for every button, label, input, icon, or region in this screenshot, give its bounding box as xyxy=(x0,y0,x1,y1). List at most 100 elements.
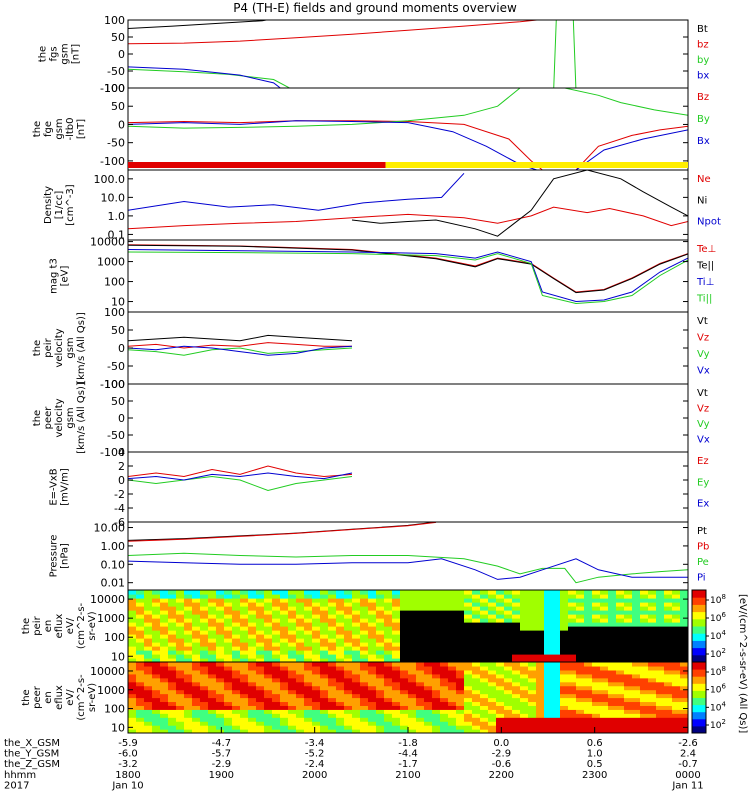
spectrogram-cell xyxy=(512,626,521,631)
spectrogram-cell xyxy=(416,689,425,695)
spectrogram-cell xyxy=(632,606,641,611)
spectrogram-cell xyxy=(456,725,465,730)
spectrogram-cell xyxy=(488,614,497,619)
spectrogram-cell xyxy=(280,650,289,655)
spectrogram-cell xyxy=(224,729,233,733)
spectrogram-cell xyxy=(360,658,369,662)
spectrogram-cell xyxy=(432,650,441,655)
spectrogram-cell xyxy=(392,606,401,611)
spectrogram-cell xyxy=(680,658,688,662)
spectrogram-cell xyxy=(272,606,281,611)
spectrogram-cell xyxy=(168,665,177,671)
spectrogram-cell xyxy=(520,606,529,611)
spectrogram-cell xyxy=(264,598,273,603)
spectrogram-cell xyxy=(456,662,465,667)
spectrogram-cell xyxy=(592,646,601,651)
spectrogram-cell xyxy=(624,673,633,679)
spectrogram-cell xyxy=(648,646,657,651)
spectrogram-cell xyxy=(408,590,417,595)
spectrogram-cell xyxy=(360,665,369,671)
spectrogram-cell xyxy=(680,701,688,706)
spectrogram-cell xyxy=(680,610,688,615)
spectrogram-cell xyxy=(216,610,225,615)
spectrogram-cell xyxy=(480,662,489,667)
spectrogram-cell xyxy=(264,642,273,647)
spectrogram-cell xyxy=(576,689,585,695)
spectrogram-cell xyxy=(296,729,305,733)
spectrogram-cell xyxy=(368,701,377,706)
y-tick-label: 0 xyxy=(118,342,125,355)
spectrogram-cell xyxy=(584,630,593,635)
spectrogram-cell xyxy=(392,665,401,671)
spectrogram-cell xyxy=(384,626,393,631)
spectrogram-cell xyxy=(176,638,185,643)
spectrogram-cell xyxy=(272,709,281,714)
spectrogram-cell xyxy=(272,654,281,659)
spectrogram-cell xyxy=(168,669,177,675)
spectrogram-cell xyxy=(344,618,353,623)
spectrogram-cell xyxy=(208,646,217,651)
legend-entry: Ey xyxy=(697,477,709,488)
spectrogram-cell xyxy=(648,713,657,718)
spectrogram-cell xyxy=(160,689,169,695)
spectrogram-cell xyxy=(408,689,417,695)
spectrogram-cell xyxy=(512,642,521,647)
spectrogram-cell xyxy=(592,713,601,718)
spectrogram-cell xyxy=(208,681,217,687)
spectrogram-cell xyxy=(144,622,153,627)
y-tick-label: 10000 xyxy=(90,665,125,678)
spectrogram-cell xyxy=(200,697,209,703)
spectrogram-cell xyxy=(560,709,569,714)
spectrogram-cell xyxy=(680,606,688,611)
y-axis-label: the xyxy=(32,410,43,426)
spectrogram-cell xyxy=(544,717,553,722)
spectrogram-cell xyxy=(392,594,401,599)
spectrogram-cell xyxy=(552,658,561,662)
spectrogram-cell xyxy=(520,602,529,607)
colorbar-segment xyxy=(692,647,706,652)
spectrogram-cell xyxy=(552,685,561,691)
spectrogram-cell xyxy=(472,618,481,623)
spectrogram-cell xyxy=(352,697,361,703)
spectrogram-cell xyxy=(584,729,593,733)
spectrogram-cell xyxy=(208,610,217,615)
spectrogram-cell xyxy=(256,598,265,603)
spectrogram-cell xyxy=(552,669,561,675)
spectrogram-cell xyxy=(528,705,537,710)
spectrogram-cell xyxy=(216,626,225,631)
spectrogram-cell xyxy=(504,697,513,703)
spectrogram-cell xyxy=(168,642,177,647)
spectrogram-cell xyxy=(280,709,289,714)
spectrogram-cell xyxy=(440,665,449,671)
spectrogram-cell xyxy=(608,685,617,691)
series-line-Bz xyxy=(128,120,688,170)
spectrogram-cell xyxy=(488,642,497,647)
spectrogram-cell xyxy=(368,598,377,603)
spectrogram-cell xyxy=(576,654,585,659)
spectrogram-cell xyxy=(576,614,585,619)
spectrogram-cell xyxy=(592,610,601,615)
spectrogram-cell xyxy=(464,729,473,733)
spectrogram-cell xyxy=(312,642,321,647)
spectrogram-cell xyxy=(184,693,193,699)
spectrogram-cell xyxy=(232,590,241,595)
spectrogram-cell xyxy=(472,662,481,667)
spectrogram-cell xyxy=(224,638,233,643)
spectrogram-cell xyxy=(136,594,145,599)
spectrogram-cell xyxy=(336,689,345,695)
spectrogram-cell xyxy=(512,689,521,695)
spectrogram-cell xyxy=(600,673,609,679)
spectrogram-cell xyxy=(416,662,425,667)
spectrogram-cell xyxy=(392,634,401,639)
series-group xyxy=(128,334,353,356)
spectrogram-cell xyxy=(496,622,505,627)
spectrogram-cell xyxy=(592,725,601,730)
spectrogram-cell xyxy=(368,689,377,695)
spectrogram-cell xyxy=(600,713,609,718)
spectrogram-cell xyxy=(664,665,673,671)
spectrogram-cell xyxy=(552,713,561,718)
spectrogram-cell xyxy=(312,610,321,615)
spectrogram-cell xyxy=(600,701,609,706)
spectrogram-cell xyxy=(464,654,473,659)
spectrogram-cell xyxy=(448,630,457,635)
